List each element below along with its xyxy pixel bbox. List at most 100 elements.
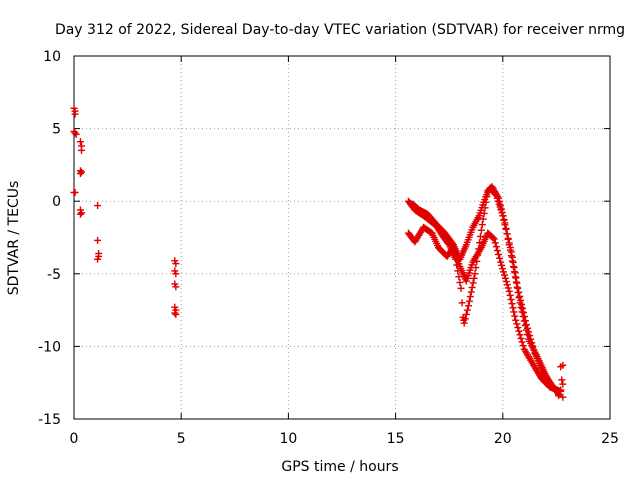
data-point [529, 342, 537, 350]
data-point [172, 260, 180, 268]
data-point [505, 287, 513, 295]
data-point [491, 239, 499, 247]
axis-ticks: 0 5 10 15 20 25 -15 -10 -5 0 5 10 [38, 49, 619, 447]
data-point [76, 138, 84, 146]
data-point [500, 216, 508, 224]
data-point [502, 278, 510, 286]
data-point [491, 190, 499, 198]
data-point [94, 236, 102, 244]
data-point [522, 321, 530, 329]
data-point [559, 380, 567, 388]
data-point [523, 324, 531, 332]
data-point [503, 281, 511, 289]
y-tick-label: 0 [52, 194, 61, 210]
data-point [476, 232, 484, 240]
data-point [500, 268, 508, 276]
y-tick-label: 5 [52, 122, 61, 138]
data-point [477, 226, 485, 234]
data-point [510, 264, 518, 272]
data-point [511, 269, 519, 277]
data-point [514, 324, 522, 332]
data-point [78, 168, 86, 176]
data-point [462, 310, 470, 318]
data-point [509, 304, 517, 312]
data-point [466, 293, 474, 301]
data-point [504, 284, 512, 292]
data-point [548, 382, 556, 390]
data-point [460, 319, 468, 327]
data-point [516, 331, 524, 339]
x-tick-label: 25 [601, 431, 619, 447]
grid [74, 56, 610, 419]
data-point [518, 338, 526, 346]
data-point [506, 243, 514, 251]
data-point [500, 271, 508, 279]
data-point [559, 361, 567, 369]
x-axis-label: GPS time / hours [281, 459, 398, 475]
data-point [517, 334, 525, 342]
data-point [499, 265, 507, 273]
data-points [70, 104, 567, 401]
data-point [94, 202, 102, 210]
data-point [557, 387, 565, 395]
x-tick-label: 15 [387, 431, 405, 447]
data-point [527, 335, 535, 343]
data-point [513, 279, 521, 287]
data-point [457, 284, 465, 292]
data-point [526, 332, 534, 340]
data-point [72, 130, 80, 138]
data-point [469, 279, 477, 287]
data-point [465, 297, 473, 305]
data-point [496, 254, 504, 262]
data-point [508, 300, 516, 308]
data-point [512, 274, 520, 282]
x-tick-label: 0 [70, 431, 79, 447]
data-point [495, 250, 503, 258]
y-axis-label: SDTVAR / TECUs [6, 181, 22, 296]
data-point [508, 253, 516, 261]
data-point [448, 239, 456, 247]
data-point [507, 296, 515, 304]
plot-frame [73, 55, 611, 420]
data-point [502, 225, 510, 233]
y-tick-label: -10 [38, 339, 61, 355]
x-tick-label: 20 [494, 431, 512, 447]
data-point [467, 288, 475, 296]
data-point [71, 110, 79, 118]
data-point [528, 339, 536, 347]
chart-title: Day 312 of 2022, Sidereal Day-to-day VTE… [55, 22, 625, 38]
data-point [456, 279, 464, 287]
data-point [525, 328, 533, 336]
data-point [478, 221, 486, 229]
data-point [521, 317, 529, 325]
data-point [497, 258, 505, 266]
data-point [530, 346, 538, 354]
data-point [76, 210, 84, 218]
y-tick-label: -15 [38, 412, 61, 428]
data-point [515, 288, 523, 296]
data-point [511, 312, 519, 320]
data-point [501, 274, 509, 282]
data-point [489, 234, 497, 242]
data-point [504, 234, 512, 242]
data-point [505, 239, 513, 247]
data-point [461, 315, 469, 323]
data-point [492, 243, 500, 251]
data-point [503, 230, 511, 238]
data-point [547, 380, 555, 388]
data-point [517, 296, 525, 304]
data-point [172, 310, 180, 318]
x-tick-label: 10 [279, 431, 297, 447]
data-point [501, 221, 509, 229]
data-point [558, 376, 566, 384]
data-point [493, 247, 501, 255]
data-point [76, 170, 84, 178]
data-point [471, 270, 479, 278]
data-point [506, 291, 514, 299]
data-point [516, 292, 524, 300]
data-point [498, 261, 506, 269]
data-point [559, 393, 567, 401]
data-point [520, 313, 528, 321]
data-point [509, 258, 517, 266]
